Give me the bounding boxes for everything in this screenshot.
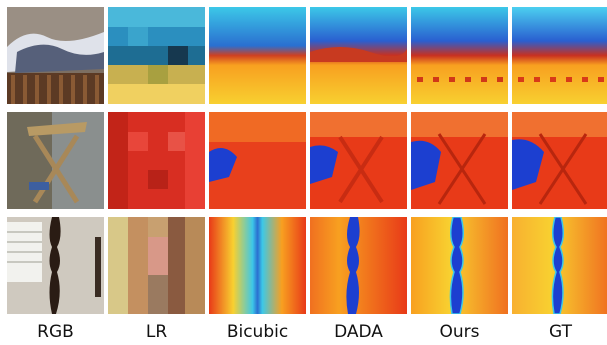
column-label-ours: Ours: [439, 322, 480, 342]
row1-bicubic: [209, 7, 306, 104]
row2-lr: [108, 112, 205, 209]
column-label-rgb: RGB: [37, 322, 74, 342]
row2-ours: [411, 112, 508, 209]
row3-rgb: [7, 217, 104, 314]
row3-dada: [310, 217, 407, 314]
column-label-lr: LR: [145, 322, 168, 342]
row1-gt: [512, 7, 607, 104]
row2-rgb: [7, 112, 104, 209]
column-label-bicubic: Bicubic: [226, 322, 289, 342]
row1-rgb: [7, 7, 104, 104]
row3-bicubic: [209, 217, 306, 314]
row3-lr: [108, 217, 205, 314]
row3-ours: [411, 217, 508, 314]
row2-gt: [512, 112, 607, 209]
column-label-dada: DADA: [334, 322, 383, 342]
row2-bicubic: [209, 112, 306, 209]
row1-lr: [108, 7, 205, 104]
column-label-gt: GT: [549, 322, 572, 342]
row1-dada: [310, 7, 407, 104]
row2-dada: [310, 112, 407, 209]
row1-ours: [411, 7, 508, 104]
row3-gt: [512, 217, 607, 314]
